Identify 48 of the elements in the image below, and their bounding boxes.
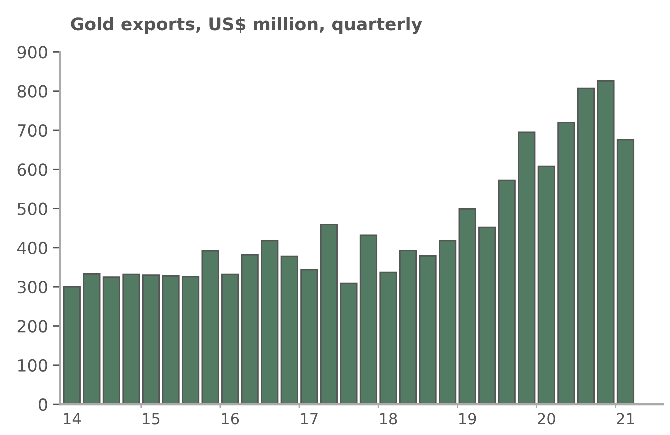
- y-tick-label: 900: [18, 46, 48, 59]
- bar: [142, 274, 160, 405]
- bar: [102, 276, 121, 405]
- bar: [439, 240, 457, 405]
- bar: [280, 256, 298, 405]
- x-tick-label: 16: [222, 413, 240, 425]
- bar: [261, 240, 279, 405]
- x-tick-label: 17: [301, 413, 318, 424]
- bar: [340, 282, 358, 405]
- bar: [222, 274, 240, 405]
- y-tick-label: 300: [18, 281, 48, 294]
- x-tick-label: 14: [64, 413, 82, 424]
- y-tick-label: 600: [18, 164, 48, 176]
- chart-title: Gold exports, US$ million, quarterly: [71, 17, 422, 34]
- x-tick-label: 19: [460, 413, 476, 425]
- bar: [320, 224, 338, 405]
- bar: [458, 208, 476, 405]
- bar: [83, 273, 101, 405]
- bar: [419, 255, 437, 405]
- x-tick-label: 21: [617, 413, 634, 424]
- bar: [558, 122, 576, 405]
- bar: [202, 250, 220, 405]
- y-tick-label: 200: [18, 320, 48, 333]
- bar: [399, 250, 418, 405]
- bar: [182, 276, 200, 405]
- bar: [241, 254, 259, 405]
- y-tick-label: 100: [18, 359, 48, 372]
- x-tick-label: 18: [380, 413, 398, 425]
- bar: [498, 180, 516, 405]
- y-tick-label: 0: [38, 398, 48, 412]
- y-tick-label: 500: [18, 202, 48, 216]
- y-tick-label: 800: [18, 85, 48, 98]
- bar: [518, 132, 536, 405]
- x-tick-label: 15: [143, 413, 160, 425]
- y-tick-label: 400: [17, 242, 48, 255]
- y-tick-label: 700: [18, 124, 48, 138]
- bar: [616, 139, 635, 405]
- bar: [380, 272, 398, 405]
- bar: [577, 88, 595, 405]
- bar: [300, 269, 318, 405]
- bar: [63, 286, 81, 405]
- x-tick-label: 20: [538, 413, 556, 425]
- bar: [360, 234, 378, 405]
- bar: [478, 226, 496, 405]
- bar: [597, 80, 615, 405]
- bar: [122, 274, 140, 405]
- bar: [538, 166, 556, 405]
- bar: [162, 275, 180, 405]
